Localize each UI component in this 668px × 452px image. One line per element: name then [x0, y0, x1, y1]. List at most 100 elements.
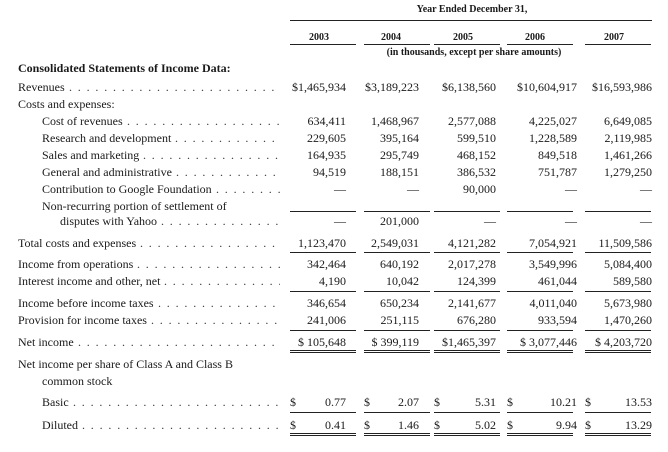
cell-2004: 640,192: [380, 257, 419, 271]
double-rule-bottom: [507, 352, 573, 353]
row-label: Provision for income taxes: [18, 313, 147, 327]
cell-2003: 4,190: [319, 274, 346, 288]
per-share-double-top: [507, 433, 573, 434]
year-underline-2006: [507, 44, 573, 45]
cell-2007: $16,593,986: [592, 80, 652, 94]
cell-2004: 1,468,967: [371, 114, 419, 128]
year-underline-2003: [290, 44, 356, 45]
subtotal-rule: [507, 252, 573, 253]
leader-dots: . . . . . . . . . . . . . . . . . . . . …: [82, 418, 280, 432]
cell-2004: 650,234: [380, 296, 419, 310]
cell-2003: $ 105,648: [298, 335, 346, 349]
leader-dots: . . . . . . . . . . . . . . . . . . . . …: [151, 313, 280, 327]
cell-2007: 589,580: [613, 274, 652, 288]
subtotal-rule: [290, 211, 356, 212]
cell-2005: 468,152: [457, 148, 496, 162]
cell-2005: 4,121,282: [448, 236, 496, 250]
year-header-2003: 2003: [309, 32, 329, 43]
per-share-rule: [585, 412, 651, 413]
row-label: General and administrative: [42, 165, 172, 179]
subtotal-rule: [507, 291, 573, 292]
cell-2007: 1,461,266: [604, 148, 652, 162]
double-rule-top: [434, 350, 500, 351]
cell-2003: 164,935: [307, 148, 346, 162]
cell-2003: 634,411: [307, 114, 346, 128]
per-share-cell-2004: 2.07: [398, 395, 419, 409]
subtotal-rule: [290, 291, 356, 292]
per-share-double-bottom: [507, 435, 573, 436]
per-share-double-bottom: [290, 435, 356, 436]
year-header-2005: 2005: [453, 32, 473, 43]
row-label: Non-recurring portion of settlement of: [42, 199, 227, 213]
per-share-cell-2003: 0.77: [325, 395, 346, 409]
row-label: Net income per share of Class A and Clas…: [18, 357, 233, 371]
year-ended-header: Year Ended December 31,: [416, 4, 528, 15]
cell-2006: 4,225,027: [529, 114, 577, 128]
cell-2005: 124,399: [457, 274, 496, 288]
cell-2007: 2,119,985: [604, 131, 652, 145]
per-share-label-basic: Basic: [42, 395, 69, 409]
cell-2005: 2,577,088: [448, 114, 496, 128]
units-note: (in thousands, except per share amounts): [386, 47, 562, 58]
double-rule-top: [585, 350, 651, 351]
per-share-double-top: [434, 433, 500, 434]
row-label: Income before income taxes: [18, 296, 154, 310]
cell-2007: —: [640, 214, 652, 228]
cell-2006: —: [565, 214, 577, 228]
cell-2006: 933,594: [538, 313, 577, 327]
row-label: Contribution to Google Foundation: [42, 182, 212, 196]
subtotal-rule: [434, 211, 500, 212]
row-label: Cost of revenues: [42, 114, 123, 128]
year-underline-2007: [585, 44, 651, 45]
subtotal-rule: [585, 291, 651, 292]
subtotal-rule: [364, 330, 430, 331]
cell-2005: —: [484, 214, 496, 228]
cell-2006: 849,518: [538, 148, 577, 162]
year-underline-2004: [364, 44, 430, 45]
per-share-double-bottom: [585, 435, 651, 436]
cell-2007: 1,279,250: [604, 165, 652, 179]
leader-dots: . . . . . . . . . . . . . . . . . . . . …: [78, 335, 280, 349]
cell-2003: 346,654: [307, 296, 346, 310]
cell-2004: $3,189,223: [365, 80, 419, 94]
leader-dots: . . . . . . . . . . . . . . . . . . . . …: [176, 165, 280, 179]
per-share-double-bottom: [434, 435, 500, 436]
subtotal-rule: [364, 252, 430, 253]
cell-2003: 229,605: [307, 131, 346, 145]
cell-2006: —: [565, 182, 577, 196]
year-header-2004: 2004: [381, 32, 401, 43]
leader-dots: . . . . . . . . . . . . . . . . . . . . …: [137, 257, 280, 271]
currency-sign: $: [434, 418, 440, 432]
cell-2004: 2,549,031: [371, 236, 419, 250]
row-label: Net income: [18, 335, 74, 349]
cell-2005: $6,138,560: [442, 80, 496, 94]
per-share-cell-2003: 0.41: [325, 418, 346, 432]
leader-dots: . . . . . . . . . . . . . . . . . . . . …: [143, 148, 280, 162]
header-top-rule: [290, 20, 652, 21]
subtotal-rule: [434, 291, 500, 292]
per-share-double-bottom: [364, 435, 430, 436]
per-share-cell-2006: 10.21: [550, 395, 577, 409]
double-rule-bottom: [364, 352, 430, 353]
leader-dots: . . . . . . . . . . . . . . . . . . . . …: [158, 296, 280, 310]
subtotal-rule: [364, 291, 430, 292]
cell-2007: —: [640, 182, 652, 196]
cell-2007: 5,673,980: [604, 296, 652, 310]
cell-2003: —: [334, 182, 346, 196]
currency-sign: $: [585, 418, 591, 432]
cell-2006: 751,787: [538, 165, 577, 179]
cell-2005: 676,280: [457, 313, 496, 327]
currency-sign: $: [507, 395, 513, 409]
per-share-rule: [364, 412, 430, 413]
cell-2006: 461,044: [538, 274, 577, 288]
per-share-cell-2004: 1.46: [398, 418, 419, 432]
leader-dots: . . . . . . . . . . . . . . . . . . . . …: [69, 80, 280, 94]
currency-sign: $: [507, 418, 513, 432]
cell-2006: 3,549,996: [529, 257, 577, 271]
subtotal-rule: [290, 252, 356, 253]
per-share-cell-2006: 9.94: [556, 418, 577, 432]
leader-dots: . . . . . . . . . . . . . . . . . . . . …: [164, 274, 280, 288]
cell-2006: 7,054,921: [529, 236, 577, 250]
row-label: Interest income and other, net: [18, 274, 161, 288]
double-rule-bottom: [434, 352, 500, 353]
